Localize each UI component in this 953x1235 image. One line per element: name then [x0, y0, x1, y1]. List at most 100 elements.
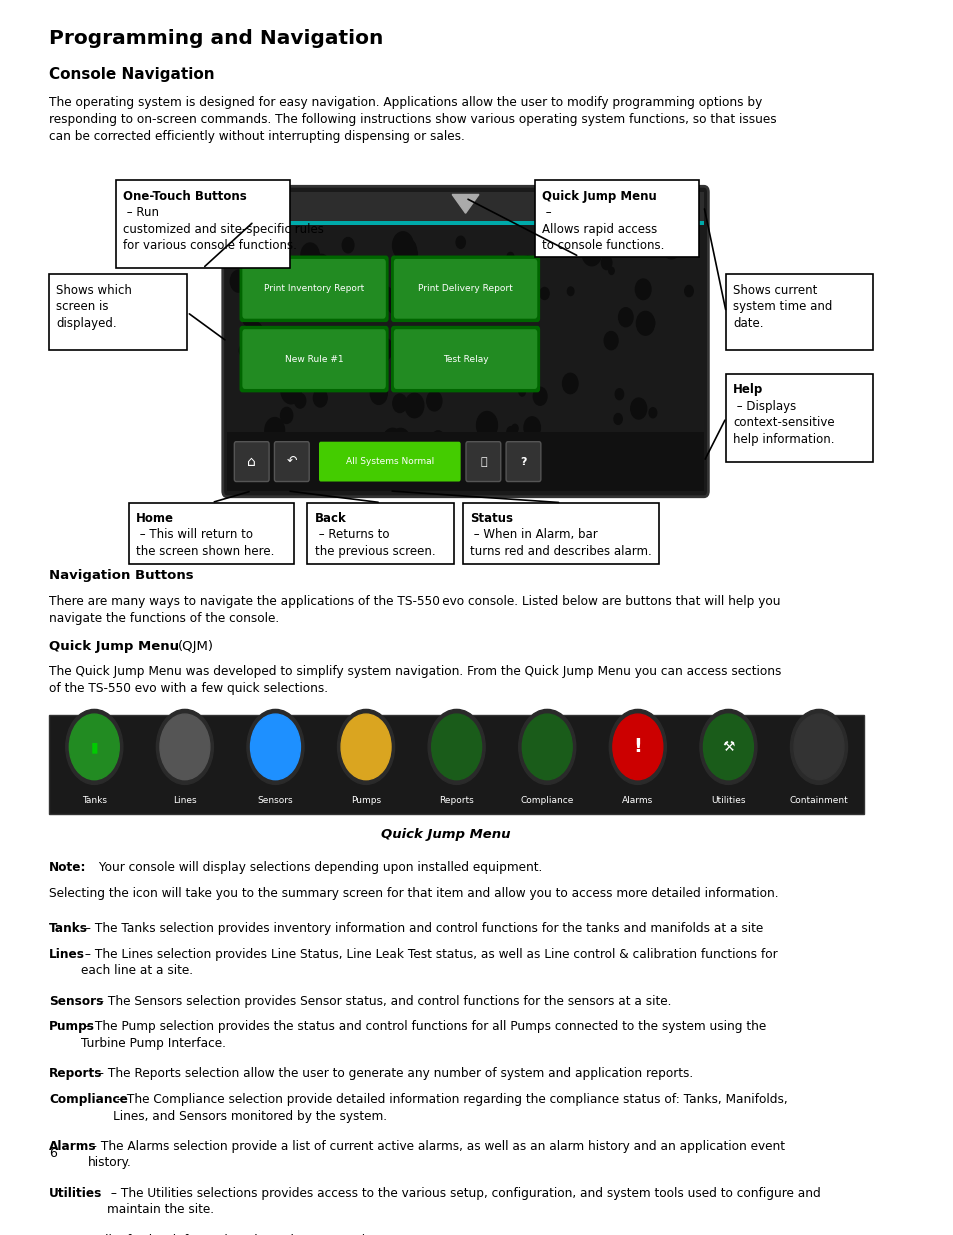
- Text: Print Inventory Report: Print Inventory Report: [264, 284, 364, 293]
- Text: ⌂: ⌂: [247, 454, 255, 468]
- Circle shape: [507, 252, 514, 262]
- Circle shape: [440, 283, 449, 294]
- Circle shape: [630, 398, 646, 419]
- Circle shape: [550, 450, 571, 477]
- Circle shape: [459, 327, 473, 345]
- Circle shape: [320, 296, 331, 309]
- Text: Selecting the icon will take you to the summary screen for that item and allow y: Selecting the icon will take you to the …: [49, 887, 778, 900]
- FancyBboxPatch shape: [392, 257, 538, 321]
- Circle shape: [521, 714, 572, 779]
- Circle shape: [612, 714, 662, 779]
- Text: There are many ways to navigate the applications of the TS-550 evo console. List: There are many ways to navigate the appl…: [49, 595, 780, 625]
- Text: Home: Home: [236, 198, 265, 207]
- Text: Lines: Lines: [172, 795, 196, 805]
- Text: Tanks: Tanks: [82, 795, 107, 805]
- Text: – Returns to
the previous screen.: – Returns to the previous screen.: [314, 529, 435, 558]
- Text: Alarms: Alarms: [49, 1140, 96, 1153]
- Text: Programming and Navigation: Programming and Navigation: [49, 30, 383, 48]
- Circle shape: [511, 461, 517, 471]
- Text: Quick Jump Menu: Quick Jump Menu: [49, 640, 184, 652]
- Circle shape: [297, 280, 304, 289]
- Circle shape: [239, 345, 248, 357]
- Circle shape: [661, 235, 680, 259]
- FancyBboxPatch shape: [318, 442, 460, 482]
- Circle shape: [702, 714, 753, 779]
- Text: Reports: Reports: [438, 795, 474, 805]
- Text: – The Reports selection allow the user to generate any number of system and appl: – The Reports selection allow the user t…: [93, 1067, 692, 1081]
- Circle shape: [614, 414, 621, 425]
- Circle shape: [66, 709, 123, 784]
- Circle shape: [523, 341, 530, 350]
- FancyBboxPatch shape: [534, 180, 699, 257]
- Text: Sensors: Sensors: [257, 795, 293, 805]
- Circle shape: [648, 408, 656, 417]
- Circle shape: [367, 435, 384, 456]
- FancyBboxPatch shape: [115, 180, 290, 268]
- Text: Pumps: Pumps: [49, 1020, 95, 1034]
- FancyBboxPatch shape: [222, 186, 708, 496]
- FancyBboxPatch shape: [227, 221, 703, 225]
- Text: – The Sensors selection provides Sensor status, and control functions for the se: – The Sensors selection provides Sensor …: [93, 994, 671, 1008]
- Circle shape: [346, 347, 356, 361]
- Text: Home: Home: [136, 513, 174, 525]
- Circle shape: [377, 287, 393, 308]
- Circle shape: [635, 279, 650, 300]
- Circle shape: [320, 451, 331, 464]
- Text: Tanks: Tanks: [49, 923, 88, 935]
- Text: Compliance: Compliance: [49, 1093, 128, 1107]
- Text: Your console will display selections depending upon installed equipment.: Your console will display selections dep…: [95, 861, 542, 874]
- Circle shape: [342, 237, 354, 253]
- Text: Print Delivery Report: Print Delivery Report: [417, 284, 513, 293]
- Circle shape: [700, 709, 756, 784]
- Text: Sensors: Sensors: [49, 994, 103, 1008]
- Circle shape: [426, 391, 441, 411]
- Circle shape: [243, 315, 251, 325]
- Circle shape: [255, 259, 270, 279]
- Circle shape: [479, 299, 496, 320]
- Circle shape: [265, 417, 284, 443]
- Circle shape: [461, 450, 471, 462]
- Circle shape: [280, 408, 293, 424]
- Text: – When in Alarm, bar
turns red and describes alarm.: – When in Alarm, bar turns red and descr…: [470, 529, 652, 558]
- Circle shape: [375, 338, 393, 359]
- Circle shape: [294, 393, 305, 408]
- Circle shape: [393, 232, 413, 259]
- Circle shape: [533, 388, 546, 405]
- Circle shape: [793, 714, 843, 779]
- Text: Utilities: Utilities: [49, 1187, 102, 1200]
- Circle shape: [70, 714, 119, 779]
- Circle shape: [643, 316, 654, 330]
- Circle shape: [386, 289, 406, 315]
- Circle shape: [476, 411, 497, 438]
- Text: !: !: [633, 737, 641, 756]
- Text: 6: 6: [49, 1147, 57, 1160]
- FancyBboxPatch shape: [465, 442, 500, 482]
- FancyBboxPatch shape: [242, 330, 385, 389]
- Text: Pumps: Pumps: [351, 795, 381, 805]
- FancyBboxPatch shape: [394, 330, 537, 389]
- Text: Navigation Buttons: Navigation Buttons: [49, 569, 193, 583]
- FancyBboxPatch shape: [227, 432, 703, 490]
- Text: (QJM): (QJM): [178, 640, 214, 652]
- Text: – Run
customized and site-specific rules
for various console functions.: – Run customized and site-specific rules…: [123, 206, 323, 252]
- Circle shape: [600, 256, 611, 269]
- Text: – Displays
context-sensitive
help information.: – Displays context-sensitive help inform…: [733, 399, 834, 446]
- Text: – The Utilities selections provides access to the various setup, configuration, : – The Utilities selections provides acce…: [107, 1187, 820, 1216]
- Circle shape: [469, 329, 475, 336]
- Text: ⎙: ⎙: [479, 457, 486, 467]
- Circle shape: [609, 709, 665, 784]
- Circle shape: [391, 429, 410, 453]
- FancyBboxPatch shape: [49, 274, 187, 351]
- Circle shape: [562, 373, 578, 394]
- Circle shape: [636, 311, 654, 335]
- Text: ↶: ↶: [286, 456, 296, 468]
- Circle shape: [341, 714, 391, 779]
- Circle shape: [274, 377, 284, 390]
- Circle shape: [370, 338, 390, 364]
- Circle shape: [456, 236, 465, 248]
- Text: 14:34
12/14/11: 14:34 12/14/11: [654, 198, 695, 217]
- Text: –
Allows rapid access
to console functions.: – Allows rapid access to console functio…: [541, 206, 663, 252]
- Circle shape: [336, 433, 356, 459]
- Circle shape: [160, 714, 210, 779]
- Circle shape: [335, 443, 346, 457]
